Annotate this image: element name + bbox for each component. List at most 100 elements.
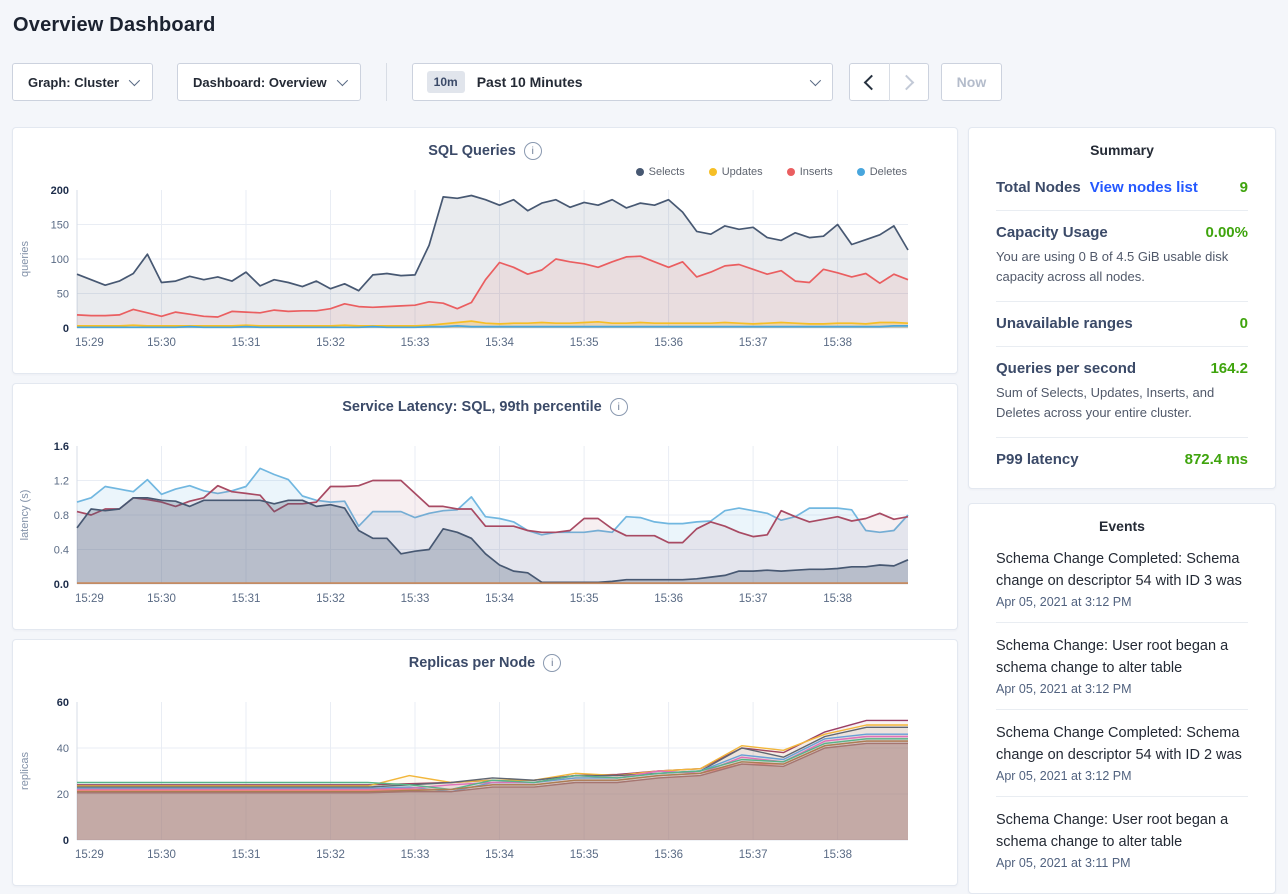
svg-text:latency (s): latency (s) <box>19 490 31 541</box>
stat-row-queries-per-second: Queries per second 164.2 Sum of Selects,… <box>996 346 1248 437</box>
dashboard-label: Dashboard: Overview <box>193 74 327 90</box>
info-icon[interactable] <box>523 142 542 160</box>
info-icon[interactable] <box>609 398 628 416</box>
chevron-down-icon <box>809 74 821 87</box>
stat-row-unavailable-ranges: Unavailable ranges 0 <box>996 301 1248 346</box>
event-message: Schema Change Completed: Schema change o… <box>996 551 1242 589</box>
chart-title-text: SQL Queries <box>428 143 516 159</box>
chevron-down-icon <box>336 74 348 87</box>
events-panel: Events Schema Change Completed: Schema c… <box>968 503 1276 894</box>
event-item[interactable]: Schema Change: User root began a schema … <box>996 622 1248 709</box>
replicas-per-node-chart[interactable]: 0 20 40 60 15:29 15:30 15:31 15:32 15:33 15:34 15:… <box>14 694 957 871</box>
event-timestamp: Apr 05, 2021 at 3:11 PM <box>996 856 1131 870</box>
time-window-stepper <box>848 63 929 101</box>
replicas-per-node-panel: Replicas per Node 0 20 40 60 15:29 15:30 15:31… <box>12 639 958 886</box>
dashboard-dropdown[interactable]: Dashboard: Overview <box>177 63 361 101</box>
svg-text:15:37: 15:37 <box>739 337 768 349</box>
svg-text:15:31: 15:31 <box>232 337 261 349</box>
chevron-right-icon <box>898 74 915 90</box>
stat-label: P99 latency <box>996 451 1079 468</box>
svg-text:15:34: 15:34 <box>485 337 514 349</box>
graph-scope-dropdown[interactable]: Graph: Cluster <box>12 63 154 101</box>
svg-text:150: 150 <box>51 220 69 232</box>
spacer <box>13 672 957 694</box>
svg-text:15:35: 15:35 <box>570 593 599 605</box>
stat-subtext: You are using 0 B of 4.5 GiB usable disk… <box>996 249 1229 284</box>
svg-text:40: 40 <box>57 743 69 755</box>
event-timestamp: Apr 05, 2021 at 3:12 PM <box>996 682 1132 696</box>
svg-text:15:33: 15:33 <box>401 337 430 349</box>
info-icon[interactable] <box>543 654 562 672</box>
selects-dot-icon <box>635 168 644 176</box>
now-button[interactable]: Now <box>940 63 1003 101</box>
event-message: Schema Change: User root began a schema … <box>996 812 1229 850</box>
svg-text:15:32: 15:32 <box>316 337 345 349</box>
stat-subtext: Sum of Selects, Updates, Inserts, and De… <box>996 385 1215 420</box>
stat-label: Capacity Usage <box>996 224 1108 241</box>
service-latency-chart[interactable]: 0.0 0.4 0.8 1.2 1.6 15:29 15:30 15:31 15:32 15:33… <box>14 438 957 615</box>
svg-text:15:36: 15:36 <box>654 593 683 605</box>
time-range-badge: 10m <box>426 71 465 93</box>
now-button-label: Now <box>956 74 987 90</box>
view-nodes-list-link[interactable]: View nodes list <box>1089 179 1198 196</box>
svg-text:0.0: 0.0 <box>54 579 69 591</box>
stat-label: Queries per second <box>996 360 1137 377</box>
svg-text:queries: queries <box>19 240 31 277</box>
chevron-left-icon <box>863 74 879 90</box>
stat-row-p99-latency: P99 latency 872.4 ms <box>996 437 1248 482</box>
event-item[interactable]: Schema Change Completed: Schema change o… <box>996 536 1248 622</box>
svg-text:15:32: 15:32 <box>316 593 345 605</box>
svg-text:0.4: 0.4 <box>54 545 69 557</box>
svg-text:15:33: 15:33 <box>401 593 430 605</box>
charts-column: SQL Queries Selects Updates Inserts Dele… <box>12 127 958 886</box>
time-range-dropdown[interactable]: 10m Past 10 Minutes <box>411 63 833 101</box>
svg-text:1.6: 1.6 <box>54 441 69 453</box>
legend-item-selects: Selects <box>635 164 685 180</box>
service-latency-panel: Service Latency: SQL, 99th percentile 0.… <box>12 383 958 630</box>
svg-text:15:35: 15:35 <box>570 337 599 349</box>
svg-text:1.2: 1.2 <box>54 476 69 488</box>
next-window-button[interactable] <box>888 63 928 101</box>
svg-text:100: 100 <box>51 254 69 266</box>
svg-text:15:34: 15:34 <box>485 593 514 605</box>
svg-text:60: 60 <box>57 697 69 709</box>
toolbar: Graph: Cluster Dashboard: Overview 10m P… <box>12 63 1276 101</box>
svg-text:15:31: 15:31 <box>232 849 261 861</box>
svg-text:15:38: 15:38 <box>823 337 852 349</box>
svg-text:0.8: 0.8 <box>54 510 69 522</box>
event-item[interactable]: Schema Change Completed: Schema change o… <box>996 709 1248 796</box>
svg-text:15:36: 15:36 <box>654 849 683 861</box>
graph-scope-label: Graph: Cluster <box>28 74 120 90</box>
sql-queries-chart[interactable]: 0 50 100 150 200 15:29 15:30 15:31 15:32 15:33 15:… <box>14 182 957 359</box>
sql-queries-panel: SQL Queries Selects Updates Inserts Dele… <box>12 127 958 374</box>
stat-label: Unavailable ranges <box>996 315 1133 332</box>
legend-item-updates: Updates <box>708 164 763 180</box>
svg-text:15:32: 15:32 <box>316 849 345 861</box>
time-range-label: Past 10 Minutes <box>476 74 583 90</box>
chevron-down-icon <box>128 74 141 87</box>
svg-text:15:33: 15:33 <box>401 849 430 861</box>
main-content: SQL Queries Selects Updates Inserts Dele… <box>12 127 1276 894</box>
svg-text:15:38: 15:38 <box>823 593 852 605</box>
svg-text:15:34: 15:34 <box>485 849 514 861</box>
event-message: Schema Change: User root began a schema … <box>996 638 1229 676</box>
svg-text:15:29: 15:29 <box>75 337 104 349</box>
stat-value: 0 <box>1239 315 1248 332</box>
svg-text:50: 50 <box>57 289 69 301</box>
stat-value: 872.4 ms <box>1184 451 1248 468</box>
summary-title: Summary <box>1090 142 1154 158</box>
sql-queries-title: SQL Queries <box>13 142 957 160</box>
replicas-per-node-title: Replicas per Node <box>13 654 957 672</box>
svg-text:15:37: 15:37 <box>739 849 768 861</box>
stat-value: 0.00% <box>1205 224 1248 241</box>
stat-row-capacity-usage: Capacity Usage 0.00% You are using 0 B o… <box>996 210 1248 301</box>
stat-row-total-nodes: Total Nodes View nodes list 9 <box>996 166 1248 210</box>
svg-text:200: 200 <box>51 185 69 197</box>
event-item[interactable]: Schema Change: User root began a schema … <box>996 796 1248 883</box>
previous-window-button[interactable] <box>850 63 889 101</box>
event-timestamp: Apr 05, 2021 at 3:12 PM <box>996 769 1132 783</box>
svg-text:15:38: 15:38 <box>823 849 852 861</box>
svg-text:15:37: 15:37 <box>739 593 768 605</box>
legend-item-inserts: Inserts <box>786 164 833 180</box>
svg-text:15:29: 15:29 <box>75 593 104 605</box>
